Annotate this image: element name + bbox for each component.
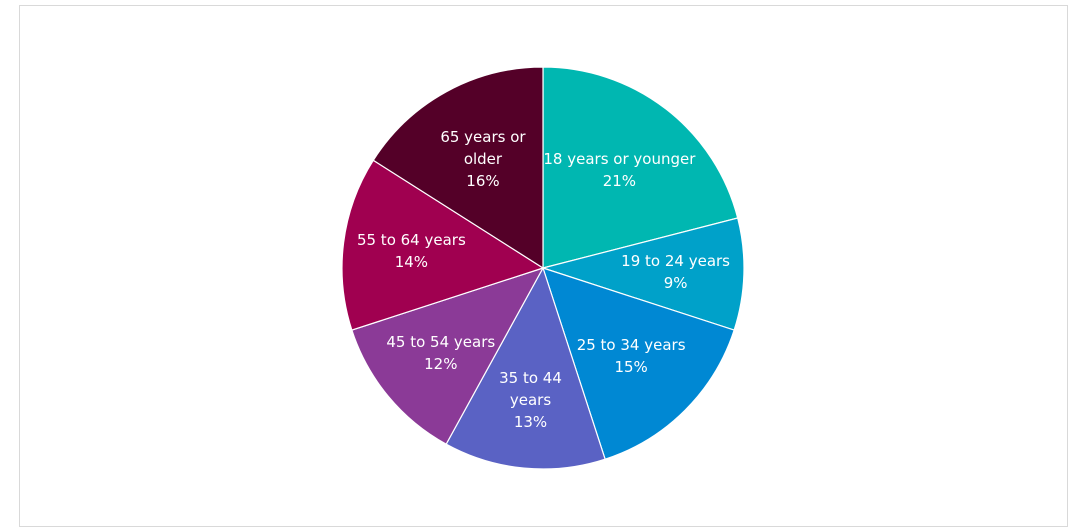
chart-frame [19, 5, 1068, 527]
pie-slice [542, 267, 735, 460]
slice-label: 25 to 34 years 15% [566, 334, 696, 378]
value-label: 14% [394, 253, 429, 272]
category-label: 55 to 64 years [356, 231, 466, 250]
slice-label: 45 to 54 years 12% [376, 331, 506, 375]
value-label: 15% [614, 358, 648, 377]
value-label: 16% [466, 171, 500, 190]
category-label: 18 years or younger [543, 149, 696, 168]
category-label: 65 years or older [440, 127, 526, 168]
slice-label: 55 to 64 years 14% [346, 229, 476, 273]
value-label: 13% [513, 413, 548, 432]
slice-label: 35 to 44 years 13% [491, 367, 571, 433]
category-label: 35 to 44 years [499, 369, 562, 410]
value-label: 9% [663, 274, 688, 293]
category-label: 45 to 54 years [386, 332, 496, 351]
slice-label: 18 years or younger 21% [524, 148, 714, 192]
pie-slice [445, 266, 606, 470]
pie-slice [540, 217, 745, 331]
pie-slice [351, 266, 545, 445]
slice-label: 65 years or older 16% [428, 126, 538, 192]
slice-label: 19 to 24 years 9% [621, 250, 731, 294]
category-label: 19 to 24 years [621, 252, 730, 271]
value-label: 12% [424, 354, 458, 373]
value-label: 21% [602, 171, 637, 190]
pie-slice [372, 66, 544, 270]
category-label: 25 to 34 years [576, 336, 686, 355]
pie-slice [542, 66, 739, 269]
pie-slice [341, 159, 545, 331]
